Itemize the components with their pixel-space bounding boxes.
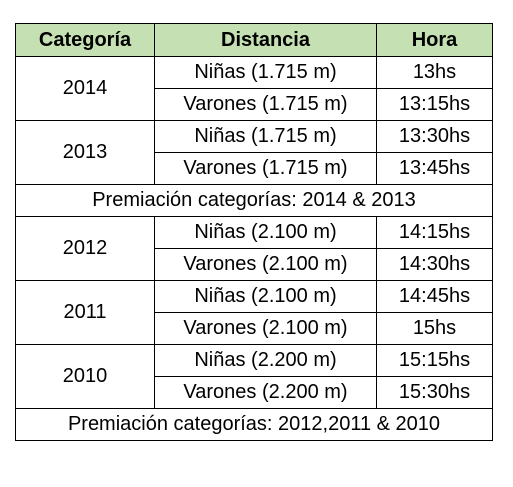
header-category: Categoría xyxy=(15,23,155,57)
category-year: 2013 xyxy=(15,120,155,185)
time-cell: 13:30hs xyxy=(376,120,493,153)
distance-cell: Niñas (2.100 m) xyxy=(154,216,377,249)
time-cell: 14:15hs xyxy=(376,216,493,249)
header-distance: Distancia xyxy=(154,23,377,57)
header-time: Hora xyxy=(376,23,493,57)
award-cell: Premiación categorías: 2012,2011 & 2010 xyxy=(15,408,493,441)
time-cell: 14:30hs xyxy=(376,248,493,281)
distance-cell: Varones (1.715 m) xyxy=(154,88,377,121)
category-year: 2012 xyxy=(15,216,155,281)
award-row: Premiación categorías: 2014 & 2013 xyxy=(15,184,493,217)
distance-cell: Niñas (1.715 m) xyxy=(154,56,377,89)
time-cell: 13hs xyxy=(376,56,493,89)
time-cell: 15:30hs xyxy=(376,376,493,409)
distance-cell: Varones (2.200 m) xyxy=(154,376,377,409)
distance-cell: Niñas (2.200 m) xyxy=(154,344,377,377)
distance-cell: Varones (2.100 m) xyxy=(154,248,377,281)
category-year: 2014 xyxy=(15,56,155,121)
time-cell: 15:15hs xyxy=(376,344,493,377)
award-cell: Premiación categorías: 2014 & 2013 xyxy=(15,184,493,217)
distance-cell: Niñas (1.715 m) xyxy=(154,120,377,153)
distance-cell: Varones (2.100 m) xyxy=(154,312,377,345)
table-row: 2013 Niñas (1.715 m) 13:30hs xyxy=(15,120,493,185)
table-row: 2011 Niñas (2.100 m) 14:45hs xyxy=(15,280,493,345)
distance-cell: Niñas (2.100 m) xyxy=(154,280,377,313)
time-cell: 13:15hs xyxy=(376,88,493,121)
schedule-table: Categoría Distancia Hora 2014 Niñas (1.7… xyxy=(15,23,493,441)
distance-cell: Varones (1.715 m) xyxy=(154,152,377,185)
table-row: 2012 Niñas (2.100 m) 14:15hs xyxy=(15,216,493,281)
table-row: Varones (2.100 m) 15hs xyxy=(16,312,493,345)
time-cell: 14:45hs xyxy=(376,280,493,313)
time-cell: 13:45hs xyxy=(376,152,493,185)
header-row: Categoría Distancia Hora xyxy=(15,23,493,57)
category-year: 2010 xyxy=(15,344,155,409)
table-row: Varones (1.715 m) 13:45hs xyxy=(16,152,493,185)
table-row: 2010 Niñas (2.200 m) 15:15hs xyxy=(15,344,493,409)
table-row: 2014 Niñas (1.715 m) 13hs xyxy=(15,56,493,121)
table-row: Varones (1.715 m) 13:15hs xyxy=(16,88,493,121)
time-cell: 15hs xyxy=(376,312,493,345)
table-row: Varones (2.100 m) 14:30hs xyxy=(16,248,493,281)
category-year: 2011 xyxy=(15,280,155,345)
table-row: Varones (2.200 m) 15:30hs xyxy=(16,376,493,409)
award-row: Premiación categorías: 2012,2011 & 2010 xyxy=(15,408,493,441)
